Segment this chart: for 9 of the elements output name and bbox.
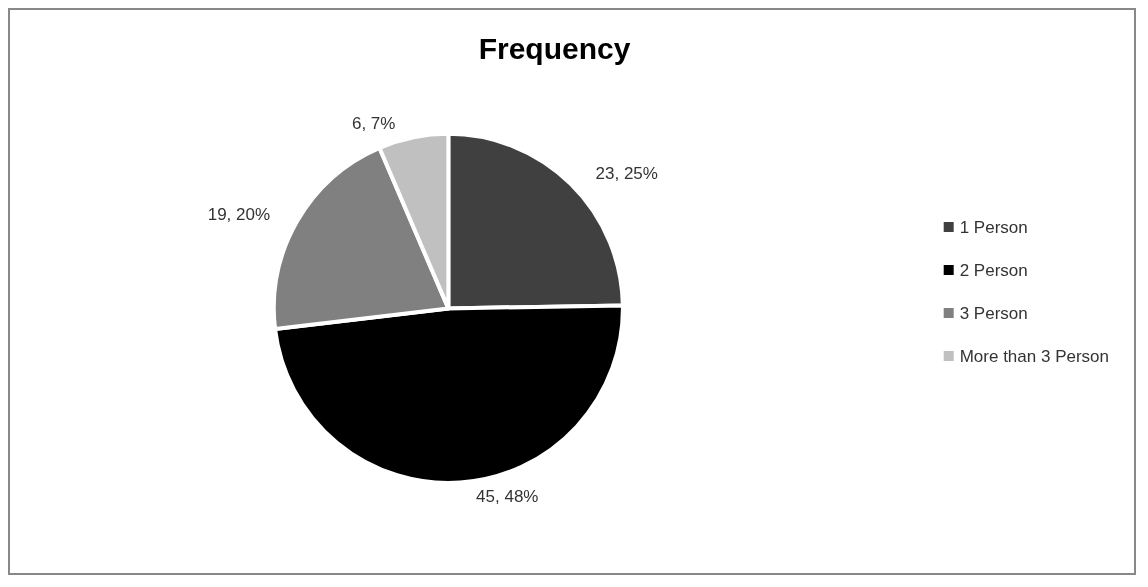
data-label: 19, 20% [207, 204, 271, 224]
data-label: 23, 25% [595, 164, 658, 184]
legend-label: More than 3 Person [959, 346, 1110, 366]
legend-label: 2 Person [959, 260, 1028, 280]
data-label: 6, 7% [351, 114, 396, 134]
data-label: 45, 48% [476, 486, 539, 506]
legend-label: 1 Person [959, 217, 1028, 237]
chart-title: Frequency [478, 31, 631, 65]
legend-label: 3 Person [959, 303, 1028, 323]
